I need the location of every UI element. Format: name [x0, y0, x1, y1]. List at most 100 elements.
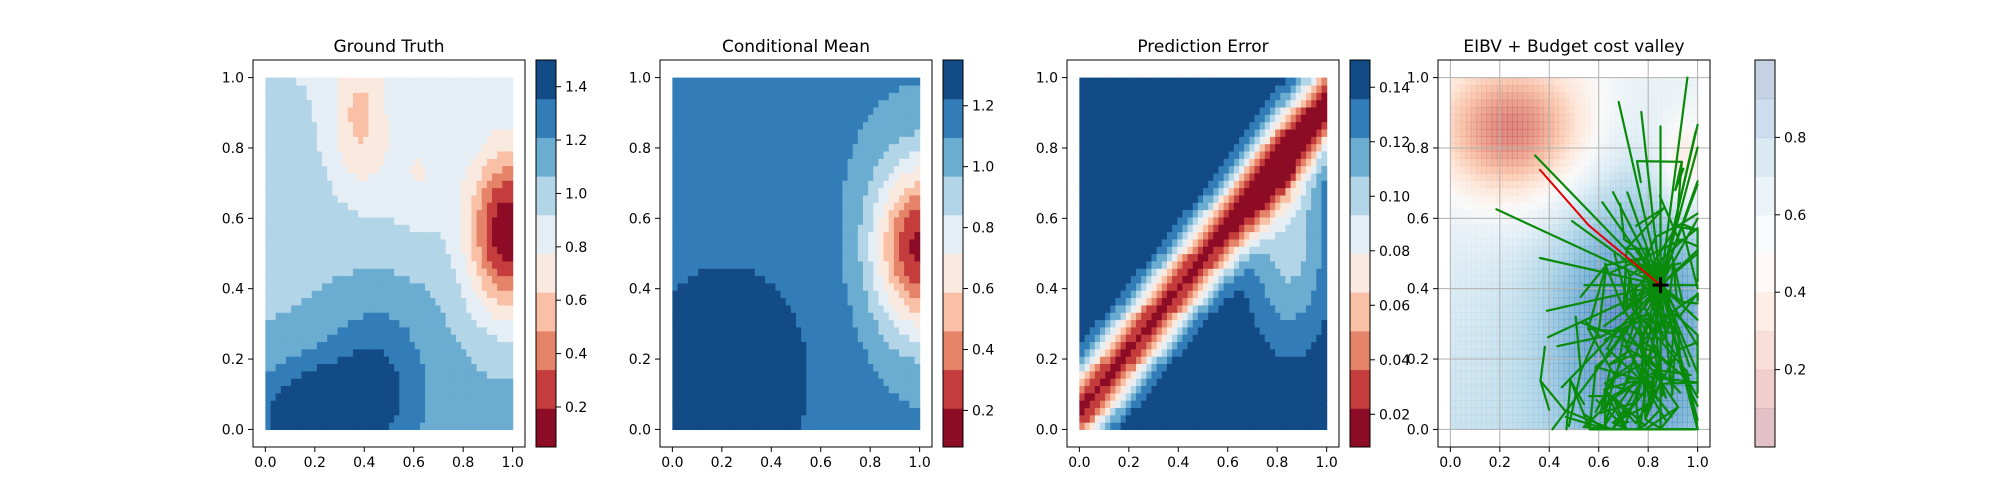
- heatmap-cell: [337, 136, 344, 145]
- heatmap-cell: [857, 121, 864, 130]
- heatmap-cell: [796, 290, 802, 299]
- heatmap-cell: [1280, 400, 1287, 409]
- heatmap-cell: [481, 238, 488, 247]
- heatmap-cell: [435, 165, 442, 174]
- heatmap-cell: [888, 143, 895, 152]
- heatmap-cell: [337, 77, 344, 86]
- heatmap-cell: [862, 77, 869, 86]
- heatmap-cell: [414, 246, 421, 255]
- heatmap-cell: [1115, 385, 1122, 394]
- heatmap-cell: [399, 253, 406, 262]
- heatmap-cell: [404, 99, 411, 108]
- heatmap-cell: [888, 363, 895, 372]
- heatmap-cell: [754, 282, 761, 291]
- heatmap-cell: [847, 202, 854, 211]
- heatmap-cell: [352, 260, 359, 269]
- heatmap-cell: [471, 209, 478, 218]
- heatmap-cell: [718, 407, 725, 416]
- heatmap-cell: [450, 260, 457, 269]
- heatmap-cell: [368, 260, 375, 269]
- heatmap-cell: [466, 238, 473, 247]
- heatmap-cell: [801, 121, 807, 130]
- heatmap-cell: [857, 136, 864, 145]
- heatmap-cell: [816, 121, 823, 130]
- heatmap-cell: [718, 260, 725, 269]
- heatmap-cell: [873, 92, 880, 101]
- heatmap-cell: [311, 400, 318, 409]
- heatmap-cell: [497, 172, 503, 181]
- heatmap-cell: [466, 422, 473, 431]
- heatmap-cell: [899, 92, 905, 101]
- heatmap-cell: [1099, 385, 1106, 394]
- heatmap-cell: [316, 422, 323, 431]
- heatmap-cell: [729, 400, 735, 409]
- heatmap-cell: [399, 194, 406, 203]
- heatmap-cell: [811, 158, 818, 167]
- heatmap-cell: [734, 341, 740, 350]
- heatmap-cell: [280, 341, 287, 350]
- heatmap-cell: [687, 268, 694, 277]
- heatmap-cell: [749, 363, 756, 372]
- heatmap-cell: [899, 422, 905, 431]
- heatmap-cell: [445, 209, 452, 218]
- heatmap-cell: [311, 334, 318, 343]
- heatmap-cell: [265, 268, 272, 277]
- heatmap-cell: [914, 150, 921, 159]
- heatmap-cell: [759, 414, 766, 423]
- heatmap-cell: [734, 180, 740, 189]
- heatmap-cell: [414, 290, 421, 299]
- heatmap-cell: [687, 341, 694, 350]
- heatmap-cell: [358, 121, 364, 130]
- heatmap-cell: [425, 99, 431, 108]
- heatmap-cell: [275, 275, 282, 284]
- heatmap-cell: [1110, 385, 1117, 394]
- heatmap-cell: [842, 194, 849, 203]
- heatmap-cell: [265, 172, 272, 181]
- heatmap-cell: [352, 216, 359, 225]
- heatmap-cell: [832, 422, 838, 431]
- heatmap-cell: [316, 99, 323, 108]
- heatmap-cell: [394, 136, 400, 145]
- heatmap-cell: [909, 216, 916, 225]
- heatmap-cell: [430, 290, 436, 299]
- heatmap-cell: [265, 414, 272, 423]
- heatmap-cell: [754, 326, 761, 335]
- heatmap-cell: [311, 187, 318, 196]
- heatmap-cell: [404, 304, 411, 313]
- heatmap-cell: [280, 238, 287, 247]
- heatmap-cell: [445, 246, 452, 255]
- heatmap-cell: [816, 407, 823, 416]
- heatmap-cell: [352, 187, 359, 196]
- heatmap-cell: [445, 385, 452, 394]
- heatmap-cell: [275, 136, 282, 145]
- heatmap-cell: [1218, 392, 1225, 401]
- heatmap-cell: [389, 231, 395, 240]
- heatmap-cell: [368, 356, 375, 365]
- heatmap-cell: [466, 165, 473, 174]
- heatmap-cell: [476, 216, 483, 225]
- heatmap-cell: [796, 253, 802, 262]
- heatmap-cell: [821, 334, 828, 343]
- heatmap-cell: [723, 392, 730, 401]
- heatmap-cell: [744, 341, 751, 350]
- heatmap-cell: [749, 238, 756, 247]
- heatmap-cell: [291, 143, 297, 152]
- heatmap-cell: [734, 400, 740, 409]
- heatmap-cell: [342, 275, 349, 284]
- heatmap-cell: [723, 422, 730, 431]
- heatmap-cell: [296, 106, 303, 115]
- heatmap-cell: [713, 378, 720, 387]
- heatmap-cell: [698, 363, 704, 372]
- heatmap-cell: [280, 319, 287, 328]
- heatmap-cell: [873, 400, 880, 409]
- heatmap-cell: [352, 341, 359, 350]
- heatmap-cell: [1259, 400, 1266, 409]
- heatmap-cell: [275, 341, 282, 350]
- heatmap-cell: [363, 407, 369, 416]
- heatmap-cell: [739, 209, 746, 218]
- heatmap-cell: [1269, 392, 1276, 401]
- heatmap-cell: [404, 158, 411, 167]
- heatmap-cell: [461, 363, 467, 372]
- heatmap-cell: [692, 326, 699, 335]
- heatmap-cell: [373, 128, 380, 137]
